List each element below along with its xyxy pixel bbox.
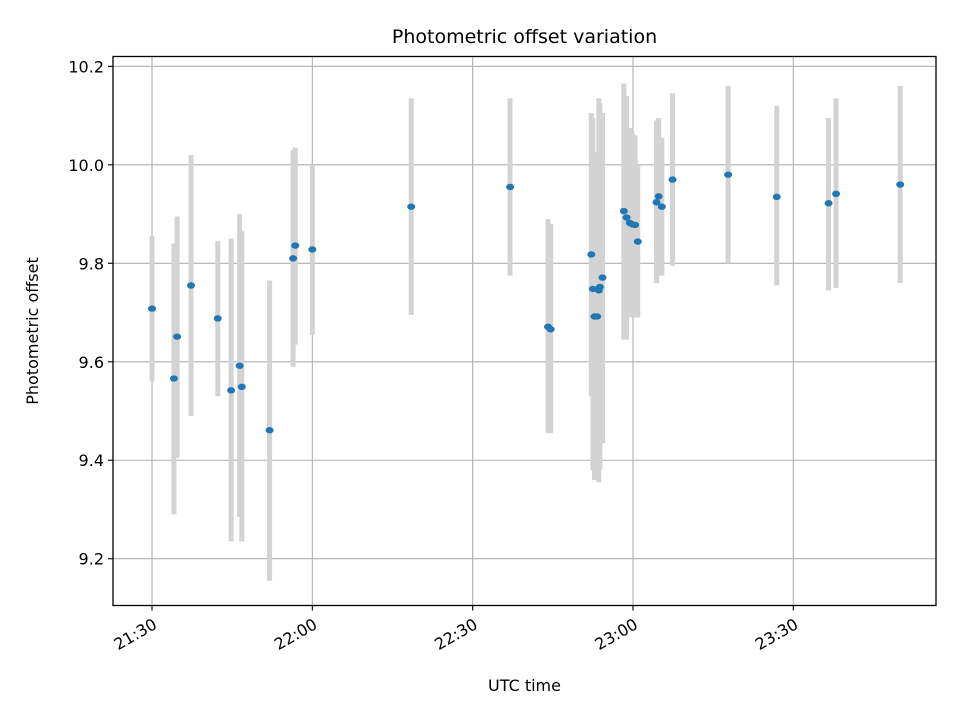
data-point	[668, 176, 677, 183]
data-point	[619, 207, 628, 215]
data-point	[291, 242, 300, 249]
data-point	[654, 193, 663, 200]
data-point	[506, 183, 515, 191]
data-point	[832, 190, 841, 198]
data-point	[598, 274, 607, 281]
data-point	[593, 313, 602, 320]
data-point	[213, 315, 222, 322]
data-point	[235, 362, 244, 369]
y-axis-ticks: 9.2 9.4 9.6 9.8 10.0 10.2	[68, 57, 113, 569]
data-point	[227, 387, 236, 394]
data-point	[631, 221, 640, 229]
data-point	[289, 255, 298, 262]
data-point	[187, 282, 196, 289]
data-point	[824, 200, 833, 207]
data-point	[237, 383, 246, 391]
data-point	[595, 283, 604, 291]
data-point	[772, 193, 781, 201]
y-tick-label: 10.2	[68, 57, 104, 76]
data-point	[308, 246, 317, 253]
data-point	[587, 251, 596, 258]
data-point	[169, 375, 178, 382]
data-point	[896, 181, 905, 188]
data-point	[622, 214, 631, 221]
data-points	[148, 171, 905, 434]
data-point	[724, 171, 733, 178]
data-point	[265, 427, 274, 434]
grid	[113, 56, 936, 606]
y-tick-label: 9.6	[79, 353, 104, 372]
y-axis-label: Photometric offset	[23, 257, 42, 405]
data-point	[173, 333, 182, 340]
chart-title: Photometric offset variation	[392, 26, 657, 48]
data-point	[148, 305, 157, 312]
x-axis-label: UTC time	[488, 676, 561, 695]
y-tick-label: 9.8	[79, 254, 104, 273]
y-tick-label: 10.0	[68, 156, 104, 175]
y-tick-label: 9.2	[79, 550, 104, 569]
data-point	[652, 199, 661, 206]
y-tick-label: 9.4	[79, 451, 104, 470]
data-point	[407, 203, 416, 210]
data-point	[657, 203, 666, 210]
plot-frame	[112, 55, 937, 607]
data-point	[546, 326, 555, 333]
data-point	[633, 238, 642, 245]
